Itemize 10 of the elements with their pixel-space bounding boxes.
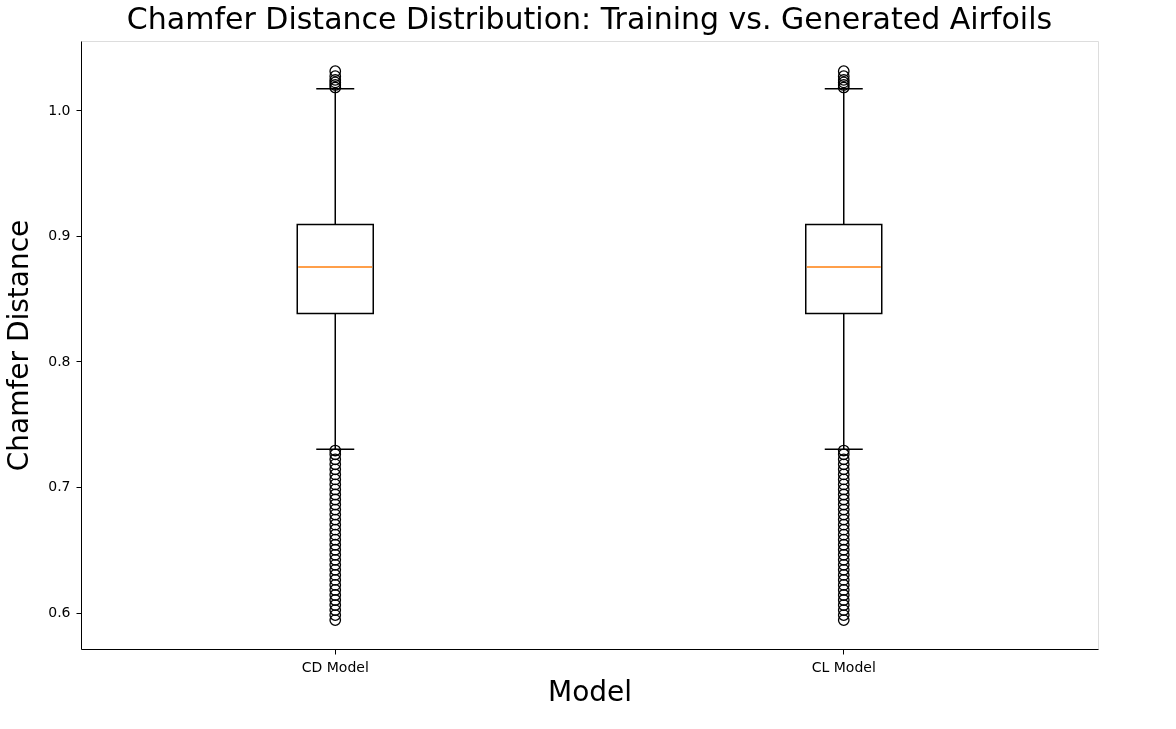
chart-title: Chamfer Distance Distribution: Training vs. Generated Airfoils — [126, 1, 1053, 36]
y-tick-label: 1.0 — [48, 101, 71, 118]
y-axis-title: Chamfer Distance — [2, 219, 36, 472]
x-tick-label: CL Model — [811, 658, 876, 675]
y-tick-label: 0.7 — [48, 478, 71, 495]
y-tick-label: 0.9 — [48, 227, 71, 244]
y-tick-label: 0.6 — [48, 604, 71, 621]
x-axis-title: Model — [547, 674, 633, 708]
x-tick-label: CD Model — [301, 658, 369, 675]
y-tick-label: 0.8 — [48, 352, 71, 369]
